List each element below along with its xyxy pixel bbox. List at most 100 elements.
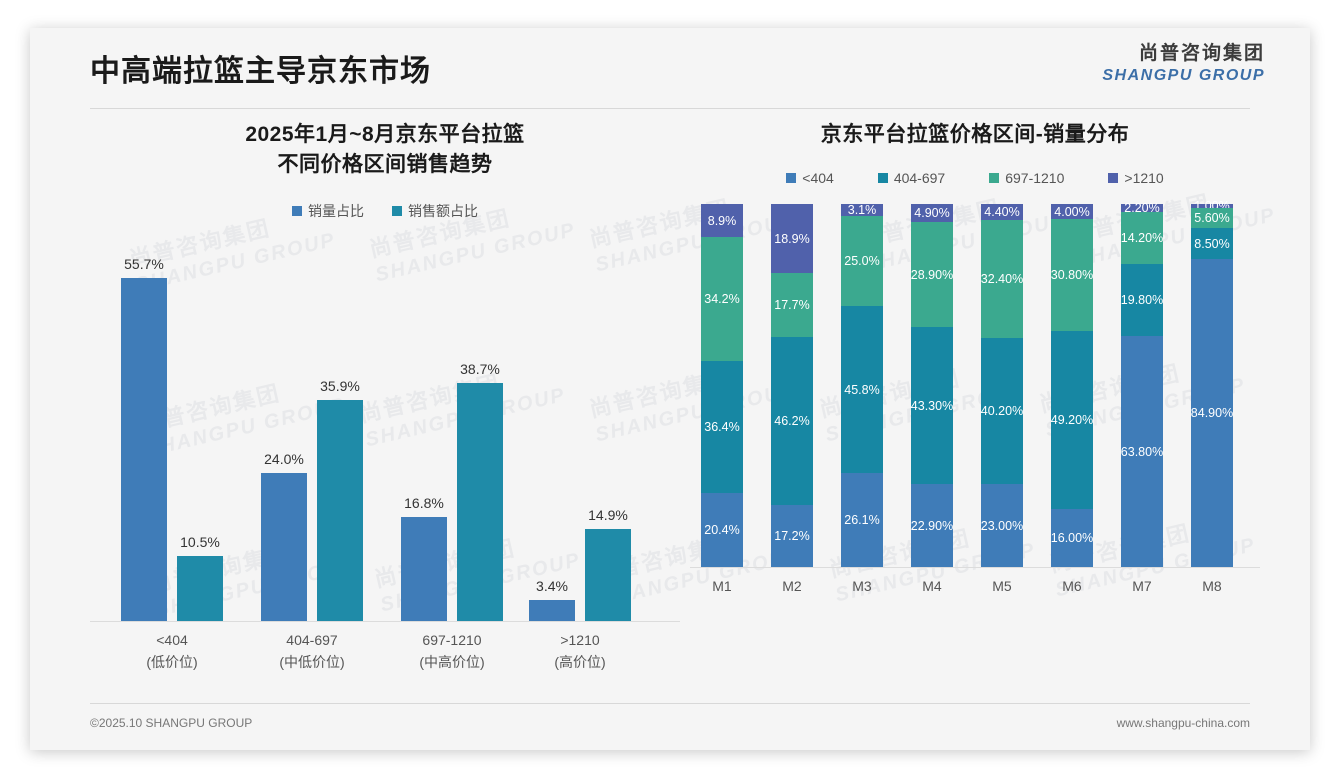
- stacked-bar-M8[interactable]: 1.00% 5.60% 8.50% 84.90%: [1191, 199, 1233, 568]
- legend-label: >1210: [1124, 170, 1164, 187]
- bar-value-label: 38.7%: [460, 360, 500, 377]
- bar-column[interactable]: 10.5%: [177, 239, 223, 621]
- stack-segment[interactable]: 4.90%: [911, 204, 953, 223]
- x-tick-label-M8: M8: [1202, 578, 1222, 595]
- stack-segment-label: 45.8%: [844, 382, 880, 397]
- stack-segment[interactable]: 16.00%: [1050, 509, 1094, 568]
- stack-segment[interactable]: 28.90%: [911, 222, 953, 328]
- legend-item-0[interactable]: 销量占比: [292, 201, 364, 221]
- stack-segment[interactable]: 45.8%: [841, 306, 883, 473]
- legend-item-1[interactable]: 销售额占比: [392, 201, 478, 221]
- bar-column[interactable]: 24.0%: [261, 239, 307, 621]
- bar-value-label: 10.5%: [180, 533, 220, 550]
- left-chart-x-axis: <404 (低价位) 404-697 (中低价位) 697-1210 (中高价位) >121…: [90, 622, 680, 674]
- footer-divider: [90, 703, 1250, 704]
- stack-segment-label: 25.0%: [844, 254, 880, 269]
- stack-segment-label: 8.9%: [707, 213, 737, 228]
- stack-segment[interactable]: 63.80%: [1121, 335, 1163, 568]
- legend-item-0[interactable]: <404: [786, 170, 834, 186]
- legend-item-1[interactable]: 404-697: [877, 170, 945, 186]
- x-tick-label-M6: M6: [1062, 578, 1082, 595]
- stack-segment-label: 49.20%: [1050, 413, 1094, 428]
- stack-segment[interactable]: 43.30%: [911, 327, 953, 485]
- stack-segment[interactable]: 8.9%: [701, 204, 743, 237]
- bar-column[interactable]: 35.9%: [317, 239, 363, 621]
- right-chart-legend: <404 404-697 697-1210 >1210: [690, 170, 1260, 186]
- stacked-bar-M3[interactable]: 3.1% 25.0% 45.8% 26.1%: [841, 203, 883, 568]
- stack-segment-label: 22.90%: [910, 518, 954, 533]
- stack-segment[interactable]: 25.0%: [841, 215, 883, 307]
- legend-swatch-icon: [392, 205, 402, 216]
- chart-panel-left: 2025年1月~8月京东平台拉篮 不同价格区间销售趋势 销量占比 销售额占比 55…: [90, 120, 680, 674]
- stack-segment[interactable]: 2.20%: [1121, 201, 1163, 215]
- bar-column[interactable]: 55.7%: [121, 239, 167, 621]
- stack-segment[interactable]: 4.00%: [1051, 204, 1093, 219]
- stack-segment[interactable]: 49.20%: [1050, 330, 1094, 510]
- bar-value-label: 3.4%: [536, 577, 568, 594]
- stack-segment[interactable]: 8.50%: [1191, 228, 1233, 260]
- stack-segment[interactable]: 4.40%: [981, 204, 1023, 221]
- right-chart-title: 京东平台拉篮价格区间-销量分布: [820, 123, 1130, 146]
- stack-segment[interactable]: 14.20%: [1121, 212, 1163, 264]
- x-tick-primary: 404-697: [286, 631, 338, 648]
- x-tick-primary: <404: [156, 631, 188, 648]
- stack-segment[interactable]: 3.1%: [841, 203, 883, 218]
- bar-rect[interactable]: [177, 555, 223, 621]
- x-tick-primary: 697-1210: [422, 631, 482, 648]
- x-tick-secondary: (中低价位): [279, 653, 345, 670]
- bar-rect[interactable]: [261, 472, 307, 621]
- legend-item-3[interactable]: >1210: [1108, 170, 1164, 187]
- stack-segment[interactable]: 34.2%: [701, 236, 743, 361]
- bar-column[interactable]: 3.4%: [529, 239, 575, 621]
- stack-segment[interactable]: 32.40%: [981, 220, 1023, 339]
- stack-segment[interactable]: 20.4%: [701, 493, 743, 568]
- x-tick-label-M2: M2: [782, 578, 802, 595]
- bar-rect[interactable]: [529, 599, 575, 621]
- right-chart-plot-area: 8.9% 34.2% 36.4% 20.4% 18.9% 17.7% 46.2% 17.2% 3…: [690, 199, 1260, 569]
- stacked-bar-M7[interactable]: 2.20% 14.20% 19.80% 63.80%: [1121, 201, 1163, 568]
- bar-column[interactable]: 16.8%: [401, 239, 447, 621]
- left-chart-title-line2: 不同价格区间销售趋势: [277, 153, 493, 177]
- stack-segment[interactable]: 22.90%: [910, 484, 954, 568]
- stack-segment[interactable]: 17.7%: [771, 273, 813, 338]
- stacked-bar-M4[interactable]: 4.90% 28.90% 43.30% 22.90%: [910, 204, 954, 568]
- stack-segment[interactable]: 40.20%: [981, 338, 1023, 484]
- stack-segment[interactable]: 5.60%: [1191, 208, 1233, 229]
- x-tick-label-1: 404-697 (中低价位): [279, 630, 344, 673]
- stack-segment[interactable]: 23.00%: [981, 483, 1023, 568]
- stack-segment-label: 3.1%: [847, 203, 877, 218]
- stack-segment[interactable]: 18.9%: [771, 204, 813, 274]
- header-divider: [90, 108, 1250, 109]
- legend-swatch-icon: [292, 205, 302, 216]
- stacked-bar-M5[interactable]: 4.40% 32.40% 40.20% 23.00%: [981, 204, 1023, 568]
- bar-column[interactable]: 38.7%: [457, 239, 503, 621]
- stack-segment-label: 16.00%: [1050, 531, 1094, 546]
- stack-segment[interactable]: 19.80%: [1121, 263, 1163, 336]
- stacked-bar-M1[interactable]: 8.9% 34.2% 36.4% 20.4%: [701, 204, 743, 568]
- x-tick-secondary: (低价位): [146, 653, 198, 670]
- legend-item-2[interactable]: 697-1210: [989, 170, 1064, 186]
- stack-segment[interactable]: 17.2%: [771, 504, 813, 568]
- bar-rect[interactable]: [457, 382, 503, 621]
- legend-label: 697-1210: [1005, 170, 1065, 187]
- left-chart-plot-area: 55.7% 10.5% 24.0% 35.9% 16.8% 38.7% 3.4% 14.9%: [90, 239, 680, 622]
- bar-rect[interactable]: [317, 399, 363, 621]
- stack-segment[interactable]: 84.90%: [1191, 259, 1233, 568]
- bar-rect[interactable]: [401, 516, 447, 621]
- stack-segment-label: 46.2%: [774, 414, 810, 429]
- bar-group-1: 24.0% 35.9%: [256, 239, 368, 621]
- left-chart-title: 2025年1月~8月京东平台拉篮 不同价格区间销售趋势: [90, 120, 680, 181]
- stack-segment-label: 40.20%: [980, 403, 1024, 418]
- bar-rect[interactable]: [121, 277, 167, 621]
- stack-segment[interactable]: 26.1%: [841, 472, 883, 568]
- stacked-bar-M6[interactable]: 4.00% 30.80% 49.20% 16.00%: [1050, 204, 1094, 568]
- stack-segment[interactable]: 36.4%: [701, 360, 743, 493]
- legend-swatch-icon: [877, 173, 888, 184]
- legend-label: 销量占比: [308, 202, 364, 219]
- stacked-bar-M2[interactable]: 18.9% 17.7% 46.2% 17.2%: [771, 204, 813, 568]
- stack-segment-label: 18.9%: [774, 231, 810, 246]
- stack-segment[interactable]: 30.80%: [1051, 218, 1093, 331]
- bar-rect[interactable]: [585, 528, 631, 621]
- bar-column[interactable]: 14.9%: [585, 239, 631, 621]
- stack-segment[interactable]: 46.2%: [771, 337, 813, 505]
